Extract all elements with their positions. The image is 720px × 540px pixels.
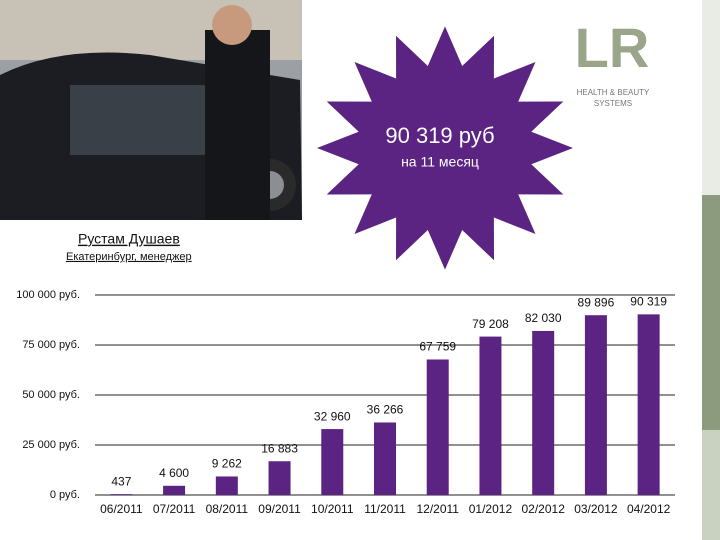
bar (163, 485, 186, 495)
y-tick-label: 25 000 руб. (22, 439, 80, 451)
bar (110, 494, 133, 495)
x-tick-label: 02/2012 (521, 502, 565, 516)
value-label: 82 030 (525, 311, 562, 325)
x-tick-label: 12/2011 (416, 502, 459, 516)
bar (374, 422, 396, 495)
bar (637, 314, 660, 495)
strip (702, 195, 720, 430)
headline-sub: на 11 месяц (401, 154, 479, 170)
x-tick-label: 03/2012 (574, 502, 618, 516)
bar (321, 429, 344, 495)
bar (426, 359, 449, 495)
x-tick-label: 07/2011 (153, 502, 196, 516)
bar (268, 461, 291, 495)
logo-text: HEALTH & BEAUTY (577, 88, 650, 97)
bar (584, 315, 607, 495)
y-tick-label: 50 000 руб. (22, 389, 80, 401)
logo: LR (575, 16, 650, 79)
value-label: 9 262 (212, 457, 242, 471)
value-label: 32 960 (314, 409, 351, 423)
x-tick-label: 06/2011 (100, 502, 143, 516)
strip (702, 0, 720, 195)
photo (0, 0, 302, 220)
value-label: 36 266 (367, 403, 404, 417)
value-label: 67 759 (419, 340, 456, 354)
x-tick-label: 04/2012 (627, 502, 671, 516)
x-tick-label: 01/2012 (469, 502, 513, 516)
x-tick-label: 11/2011 (364, 502, 406, 516)
value-label: 437 (111, 474, 131, 488)
bar (479, 336, 502, 495)
value-label: 16 883 (261, 441, 298, 455)
headline: 90 319 руб (385, 123, 494, 148)
value-label: 90 319 (630, 295, 667, 309)
value-label: 4 600 (159, 466, 189, 480)
y-tick-label: 100 000 руб. (16, 289, 80, 301)
strip (702, 430, 720, 540)
x-tick-label: 10/2011 (311, 502, 354, 516)
starburst (317, 26, 573, 270)
value-label: 89 896 (578, 295, 615, 309)
person-role: Екатеринбург, менеджер (66, 251, 192, 263)
x-tick-label: 09/2011 (258, 502, 301, 516)
bar (532, 330, 555, 495)
bar (215, 476, 238, 495)
logo-text: SYSTEMS (594, 99, 632, 108)
y-tick-label: 75 000 руб. (22, 339, 80, 351)
person-name: Рустам Душаев (78, 231, 180, 247)
value-label: 79 208 (472, 317, 509, 331)
y-tick-label: 0 руб. (50, 489, 80, 501)
x-tick-label: 08/2011 (206, 502, 249, 516)
